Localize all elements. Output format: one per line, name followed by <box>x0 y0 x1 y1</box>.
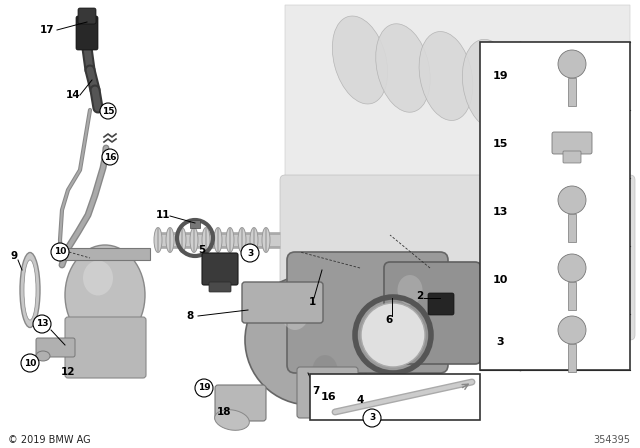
Circle shape <box>245 275 375 405</box>
Ellipse shape <box>419 31 473 121</box>
Ellipse shape <box>238 228 246 253</box>
Ellipse shape <box>36 351 50 361</box>
Ellipse shape <box>214 409 250 431</box>
FancyBboxPatch shape <box>563 151 581 163</box>
Text: 16: 16 <box>320 392 336 402</box>
Ellipse shape <box>312 355 337 385</box>
Text: 3: 3 <box>247 249 253 258</box>
Text: 8: 8 <box>186 311 194 321</box>
Text: 3: 3 <box>369 414 375 422</box>
Ellipse shape <box>250 228 258 253</box>
Circle shape <box>241 244 259 262</box>
Ellipse shape <box>20 253 40 327</box>
Text: 19: 19 <box>492 71 508 81</box>
Ellipse shape <box>154 228 162 253</box>
FancyBboxPatch shape <box>78 8 96 24</box>
Circle shape <box>195 379 213 397</box>
Ellipse shape <box>262 228 270 253</box>
FancyBboxPatch shape <box>297 367 358 418</box>
Text: © 2019 BMW AG: © 2019 BMW AG <box>8 435 91 445</box>
Ellipse shape <box>65 245 145 345</box>
Ellipse shape <box>549 55 601 145</box>
Bar <box>190 220 200 228</box>
Text: 10: 10 <box>492 275 508 285</box>
Ellipse shape <box>214 228 222 253</box>
Bar <box>480 42 630 370</box>
Circle shape <box>558 254 586 282</box>
Ellipse shape <box>462 39 516 129</box>
Text: 10: 10 <box>54 247 66 257</box>
Text: 9: 9 <box>10 251 17 261</box>
Circle shape <box>102 149 118 165</box>
Text: 7: 7 <box>312 386 320 396</box>
FancyBboxPatch shape <box>280 175 635 340</box>
Text: 19: 19 <box>198 383 211 392</box>
Ellipse shape <box>506 47 558 137</box>
Text: 13: 13 <box>492 207 508 217</box>
Circle shape <box>21 354 39 372</box>
Ellipse shape <box>332 16 388 104</box>
Ellipse shape <box>376 24 430 112</box>
Bar <box>310 374 480 420</box>
Circle shape <box>33 315 51 333</box>
Text: 10: 10 <box>24 358 36 367</box>
Circle shape <box>361 303 425 367</box>
Text: 1: 1 <box>308 297 316 307</box>
Text: 3: 3 <box>496 337 504 347</box>
Ellipse shape <box>166 228 174 253</box>
Ellipse shape <box>83 260 113 296</box>
FancyBboxPatch shape <box>552 132 592 154</box>
Text: 14: 14 <box>66 90 80 100</box>
Ellipse shape <box>397 275 422 305</box>
Bar <box>568 344 576 372</box>
FancyBboxPatch shape <box>65 317 146 378</box>
Text: 4: 4 <box>356 395 364 405</box>
Ellipse shape <box>226 228 234 253</box>
Bar <box>568 78 576 106</box>
Text: 17: 17 <box>40 25 54 35</box>
Text: 13: 13 <box>36 319 48 328</box>
Circle shape <box>363 409 381 427</box>
FancyBboxPatch shape <box>36 338 75 357</box>
Bar <box>568 214 576 242</box>
Circle shape <box>100 103 116 119</box>
FancyBboxPatch shape <box>209 282 231 292</box>
FancyBboxPatch shape <box>242 282 323 323</box>
FancyBboxPatch shape <box>287 252 448 373</box>
FancyBboxPatch shape <box>76 16 98 50</box>
Circle shape <box>558 316 586 344</box>
Circle shape <box>558 186 586 214</box>
Text: 5: 5 <box>198 245 205 255</box>
Text: 18: 18 <box>217 407 231 417</box>
Text: 11: 11 <box>156 210 170 220</box>
FancyBboxPatch shape <box>384 262 481 364</box>
Circle shape <box>558 50 586 78</box>
Ellipse shape <box>190 228 198 253</box>
Text: 2: 2 <box>417 291 424 301</box>
Ellipse shape <box>202 228 210 253</box>
Text: 16: 16 <box>104 152 116 161</box>
Ellipse shape <box>280 290 310 330</box>
Ellipse shape <box>24 260 36 320</box>
Text: 15: 15 <box>492 139 508 149</box>
Bar <box>568 282 576 310</box>
Text: 354395: 354395 <box>593 435 630 445</box>
Text: 15: 15 <box>102 107 115 116</box>
Text: 6: 6 <box>385 315 392 325</box>
Bar <box>65 248 150 260</box>
FancyBboxPatch shape <box>428 293 454 315</box>
Ellipse shape <box>178 228 186 253</box>
FancyBboxPatch shape <box>202 253 238 285</box>
Circle shape <box>51 243 69 261</box>
Text: 12: 12 <box>61 367 76 377</box>
FancyBboxPatch shape <box>215 385 266 421</box>
Polygon shape <box>285 5 630 340</box>
